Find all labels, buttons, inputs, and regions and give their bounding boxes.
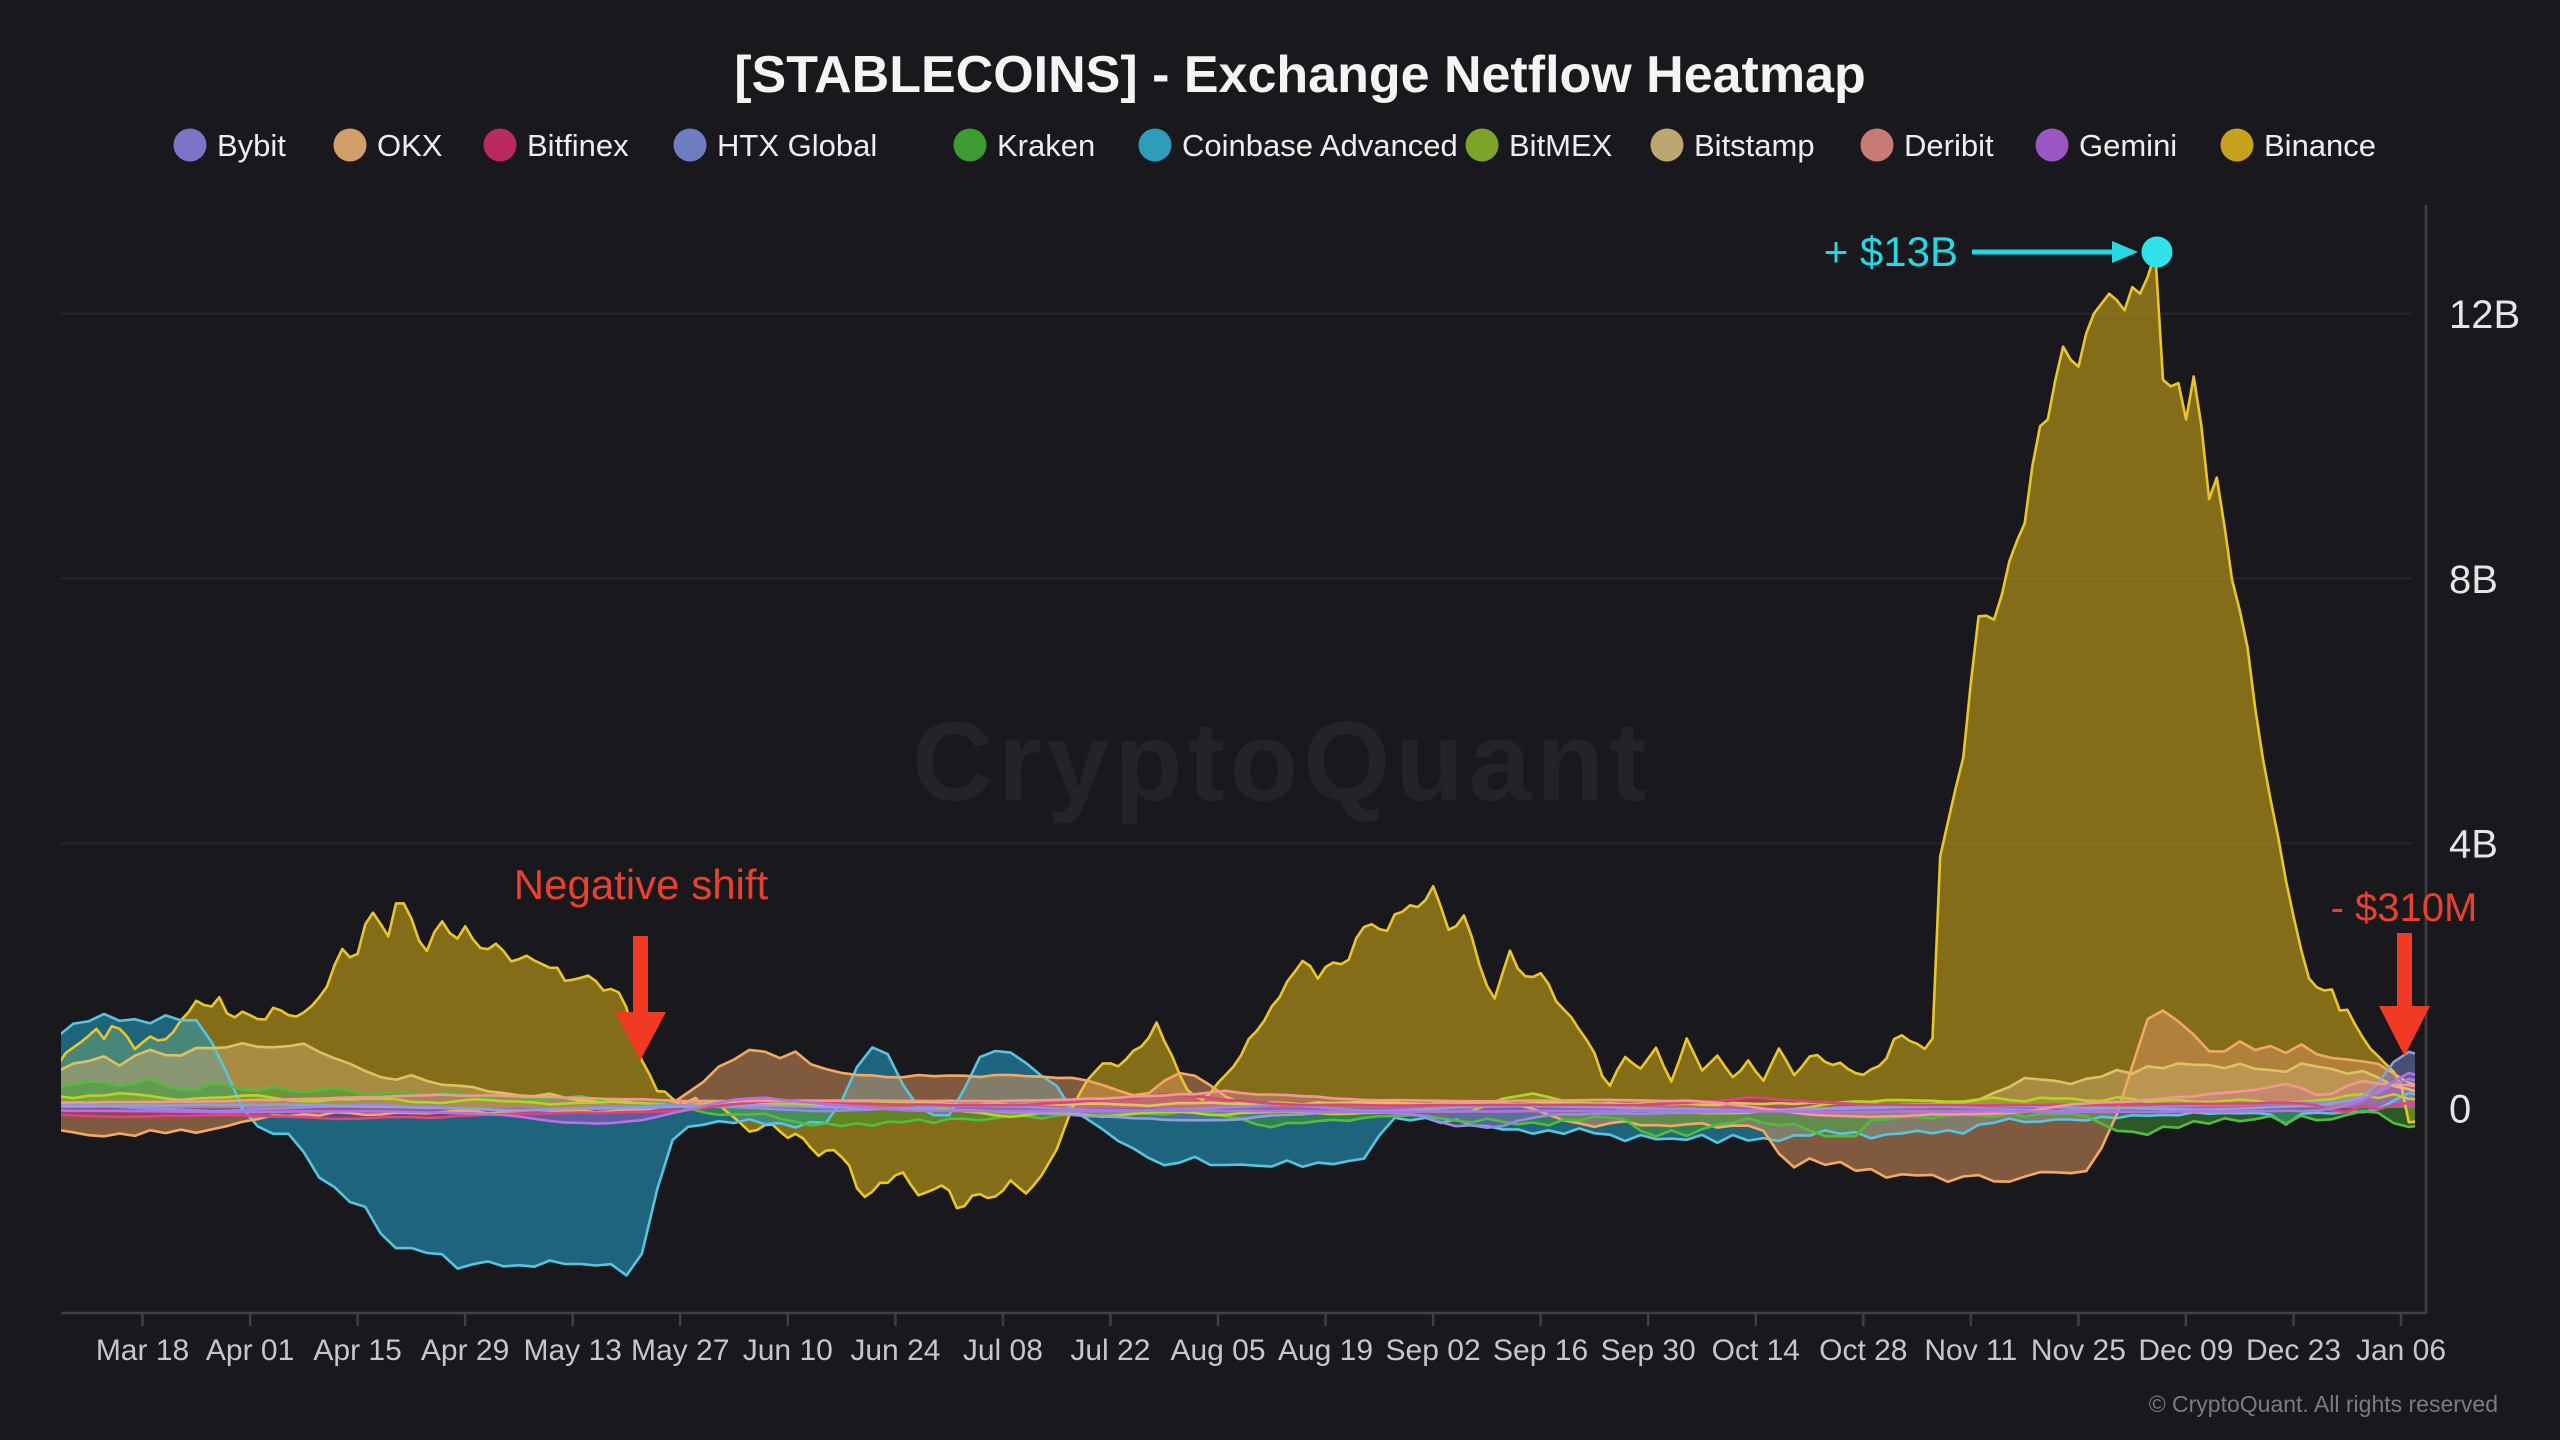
svg-text:Binance: Binance — [2264, 128, 2376, 163]
svg-text:OKX: OKX — [377, 128, 443, 163]
svg-text:Nov 11: Nov 11 — [1924, 1334, 2017, 1367]
svg-text:CryptoQuant: CryptoQuant — [912, 699, 1651, 824]
svg-text:Jan 06: Jan 06 — [2356, 1334, 2446, 1367]
svg-text:Nov 25: Nov 25 — [2031, 1334, 2126, 1367]
svg-text:Bybit: Bybit — [217, 128, 286, 163]
svg-text:Sep 30: Sep 30 — [1601, 1334, 1696, 1367]
svg-text:HTX Global: HTX Global — [717, 128, 877, 163]
svg-text:Dec 09: Dec 09 — [2138, 1334, 2233, 1367]
svg-text:Aug 05: Aug 05 — [1170, 1334, 1265, 1367]
svg-text:Gemini: Gemini — [2079, 128, 2177, 163]
svg-text:- $310M: - $310M — [2331, 886, 2478, 930]
svg-text:Mar 18: Mar 18 — [96, 1334, 189, 1367]
svg-text:May 27: May 27 — [631, 1334, 729, 1367]
svg-text:Coinbase Advanced: Coinbase Advanced — [1182, 128, 1458, 163]
svg-text:Oct 14: Oct 14 — [1712, 1334, 1800, 1367]
svg-text:Dec 23: Dec 23 — [2246, 1334, 2341, 1367]
svg-text:Jul 22: Jul 22 — [1070, 1334, 1150, 1367]
svg-text:BitMEX: BitMEX — [1509, 128, 1613, 163]
svg-text:Negative shift: Negative shift — [514, 861, 769, 908]
svg-text:© CryptoQuant. All rights rese: © CryptoQuant. All rights reserved — [2149, 1391, 2498, 1417]
svg-text:Kraken: Kraken — [997, 128, 1095, 163]
svg-text:4B: 4B — [2449, 823, 2498, 867]
svg-text:Sep 02: Sep 02 — [1386, 1334, 1481, 1367]
svg-text:Bitfinex: Bitfinex — [527, 128, 629, 163]
svg-text:Deribit: Deribit — [1904, 128, 1994, 163]
svg-text:Bitstamp: Bitstamp — [1694, 128, 1815, 163]
svg-text:Oct 28: Oct 28 — [1819, 1334, 1907, 1367]
svg-text:8B: 8B — [2449, 558, 2498, 602]
svg-text:Jun 10: Jun 10 — [743, 1334, 833, 1367]
svg-text:Sep 16: Sep 16 — [1493, 1334, 1588, 1367]
svg-text:Aug 19: Aug 19 — [1278, 1334, 1373, 1367]
svg-text:[STABLECOINS] - Exchange Netfl: [STABLECOINS] - Exchange Netflow Heatmap — [734, 46, 1866, 104]
svg-text:+ $13B: + $13B — [1824, 228, 1958, 275]
svg-text:Jul 08: Jul 08 — [963, 1334, 1043, 1367]
svg-text:0: 0 — [2449, 1088, 2471, 1132]
svg-text:Apr 01: Apr 01 — [206, 1334, 294, 1367]
svg-text:Jun 24: Jun 24 — [850, 1334, 940, 1367]
svg-text:Apr 29: Apr 29 — [421, 1334, 509, 1367]
svg-text:12B: 12B — [2449, 293, 2520, 337]
svg-text:Apr 15: Apr 15 — [313, 1334, 401, 1367]
svg-text:May 13: May 13 — [524, 1334, 622, 1367]
